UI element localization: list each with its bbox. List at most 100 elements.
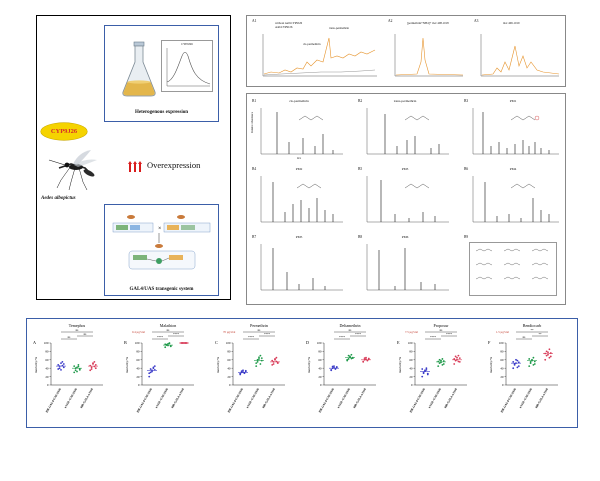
heterogenous-expression-box: CYP9J26 Heterogenous expression [104,25,219,122]
data-point [548,348,551,351]
data-point [168,342,171,345]
data-point [367,357,370,360]
y-axis-label: mortality/% [34,357,38,373]
gal4-caption: GAL4/UAS transgenic system [129,287,194,292]
data-point [271,359,274,362]
dose-label: 70 µg/vial [223,330,235,334]
data-point [333,365,335,367]
data-point [164,346,167,349]
y-tick-label: 60 [409,358,413,362]
mini-chart-box: CYP9J26 [161,40,213,92]
up-arrow-icon [132,161,137,172]
panel-label: A1 [252,19,257,23]
data-point [533,360,536,363]
panel-label: B3 [464,99,469,103]
panel-label: B8 [358,235,363,239]
chromatogram-a1: A1 without AalbCYP9J26 AalbCYP9J26 cis-p… [251,18,379,84]
data-point [60,368,62,371]
y-axis-label: mortality/% [216,357,220,373]
data-point [529,362,532,365]
data-point [528,358,531,360]
sig-label: **** [355,332,362,336]
y-tick-label: 20 [227,375,231,379]
x-axis-label: m/z [297,157,301,160]
y-tick-label: 0 [320,383,322,387]
category-label: HR-GAL4-w1118 [170,387,185,409]
ion-annotation: m/z 406.1019 [503,21,520,25]
sig-label: ** [531,328,535,332]
peak-label: trans-permethrin [329,26,349,30]
y-axis-label: mortality/% [489,357,493,373]
data-point [73,371,76,374]
data-point [94,363,97,366]
data-point [239,372,242,375]
data-point [148,375,151,378]
data-point [153,365,156,367]
spectrum-title: PM5 [295,235,303,239]
data-point [442,360,445,362]
category-label: w1118 -UAS-9J26 [63,387,78,409]
panel-title: Propoxur [434,323,450,328]
y-axis-label: Relative Abundance [251,112,254,133]
y-tick-label: 40 [136,366,140,370]
data-point [515,358,517,361]
panel-label: E [397,340,400,345]
sig-label: ns [349,328,353,332]
y-axis-label: mortality/% [307,357,311,373]
data-point [532,363,535,366]
data-point [76,366,78,369]
category-label: HR-GAL4-UAS-9J26 [227,387,244,413]
sig-label: ns [523,335,527,339]
y-tick-label: 60 [136,358,140,362]
panel-label: D [306,340,309,345]
y-tick-label: 80 [136,350,140,354]
y-axis-label: mortality/% [125,357,129,373]
mortality-panel: A Temephos 0 20 40 60 80 100 mortality/% HR-GAL4-… [26,318,578,428]
data-point [259,354,262,357]
legend-item: without AalbCYP9J26 [275,21,303,25]
spectrum-b3: B3 PM1 [463,98,563,162]
data-point [258,356,260,359]
sig-label: **** [157,335,164,339]
sig-label: **** [173,332,180,336]
y-tick-label: 80 [318,350,322,354]
data-point [164,343,167,346]
category-label: HR-GAL4-w1118 [534,387,549,409]
y-tick-label: 20 [136,375,140,379]
data-point [148,372,151,375]
gal4-uas-diagram: × [112,215,211,270]
category-label: w1118 -UAS-9J26 [154,387,169,409]
data-point [365,356,367,359]
data-point [240,370,243,373]
sig-label: **** [264,332,271,336]
data-point [457,360,460,363]
data-point [545,354,548,357]
panel-label: B6 [464,167,469,171]
y-tick-label: 100 [226,341,231,345]
data-point [151,370,153,373]
overexpression-label: Overexpression [147,160,201,170]
panel-label: A3 [474,19,479,23]
data-point [548,356,551,359]
sig-label: **** [339,335,346,339]
panel-title: Deltamethrin [339,323,360,328]
spectrum-b6: B6 PM4 [463,166,563,230]
sig-label: **** [430,335,437,339]
gal4-uas-box: × GAL4/UAS transgenic system [104,204,219,296]
data-point [437,365,440,367]
dose-label: 0.4 µg/vial [132,330,145,334]
sig-label: ns [258,328,262,332]
data-point [62,363,65,365]
sig-label: ns [68,335,72,339]
y-tick-label: 60 [318,358,322,362]
y-tick-label: 60 [45,358,49,362]
panel-title: Permethrin [250,323,268,328]
data-point [90,368,93,370]
panel-label: B [124,340,127,345]
data-point [547,351,549,354]
spectrum-title: PM2 [295,167,303,171]
data-point [421,368,424,370]
data-point [425,368,428,371]
y-tick-label: 0 [47,383,49,387]
data-point [438,358,441,361]
